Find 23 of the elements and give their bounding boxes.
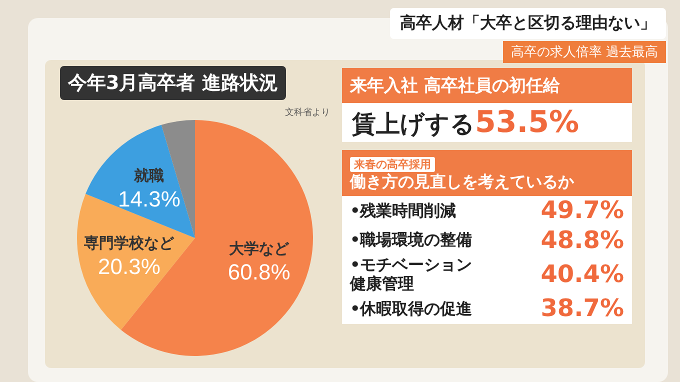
text: 働き方の見直しを考えているか <box>350 172 574 191</box>
chart-title: 今年3月高卒者 進路状況 <box>60 66 286 100</box>
slice-label: 専門学校など <box>83 235 176 252</box>
text: •モチベーション健康管理 <box>350 255 474 293</box>
text: 賃上げする <box>352 109 475 140</box>
text: 来春の高卒採用 <box>350 157 435 172</box>
text: 40.4% <box>540 260 624 288</box>
text: •職場環境の整備 <box>350 230 472 250</box>
data-label: 60.8% <box>228 260 290 285</box>
text: •残業時間削減 <box>350 200 456 220</box>
text: 高卒の求人倍率 過去最高 <box>502 41 666 63</box>
text: 38.7% <box>540 294 624 323</box>
text: 来年入社 高卒社員の初任給 <box>342 68 632 103</box>
text: 文科省より <box>285 106 330 119</box>
text: 49.7% <box>540 196 624 225</box>
text: •休暇取得の促進 <box>350 298 472 318</box>
data-label: 14.3% <box>118 186 180 212</box>
slice-label: 就職 <box>133 168 164 185</box>
data-label: 20.3% <box>98 254 160 280</box>
text: 53.5% <box>475 105 580 140</box>
text: 高卒人材「大卒と区切る理由ない」 <box>390 8 666 39</box>
text: 48.8% <box>540 226 624 254</box>
slice-label: 大学など <box>229 240 290 258</box>
